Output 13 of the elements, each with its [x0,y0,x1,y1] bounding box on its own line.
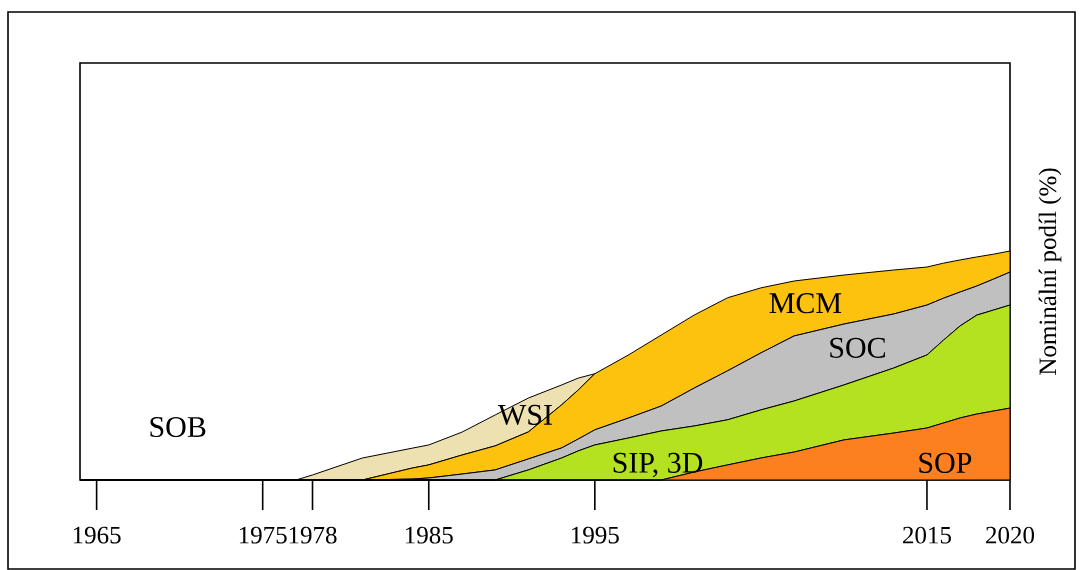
series-label: SOP [919,452,972,473]
x-tick-label: 1965 [73,526,121,544]
x-tick-label: 1978 [289,526,337,544]
series-label: SOC [830,337,885,358]
series-label: MCM [769,293,842,314]
annotation: SOB [150,416,206,438]
series-label: SIP, 3D [613,452,703,478]
x-tick-label: 2015 [903,526,951,544]
x-tick-label: 1995 [572,526,619,544]
x-tick-label: 1985 [405,526,453,544]
x-tick-label: 2020 [986,526,1035,544]
y-axis-title: Nominální podíl (%) [1038,168,1062,375]
x-tick-label: 1975 [239,526,287,544]
